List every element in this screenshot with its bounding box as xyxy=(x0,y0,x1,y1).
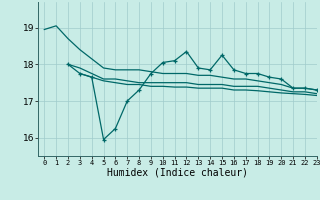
X-axis label: Humidex (Indice chaleur): Humidex (Indice chaleur) xyxy=(107,168,248,178)
